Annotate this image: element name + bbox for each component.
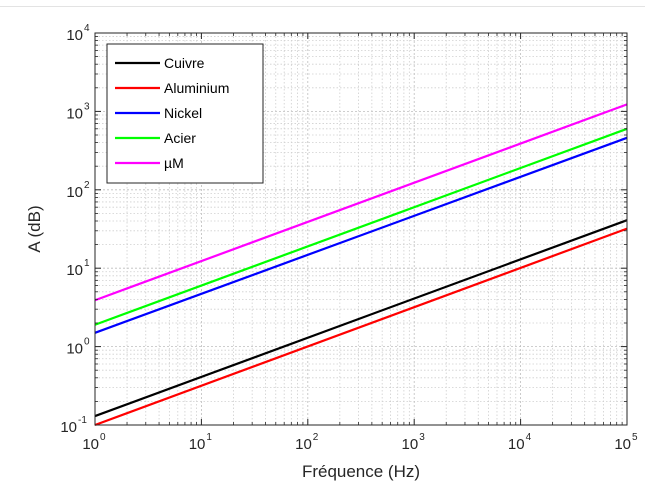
y-tick-exponent: -1 <box>78 415 87 426</box>
x-axis-label: Fréquence (Hz) <box>302 462 420 481</box>
legend: Cuivre Aluminium Nickel Acier µM <box>106 43 264 184</box>
x-tick-base: 10 <box>295 436 312 453</box>
series-line <box>94 103 628 302</box>
x-tick-exponent: 2 <box>313 432 319 443</box>
x-tick-exponent: 1 <box>206 432 212 443</box>
plot-frame <box>94 32 628 426</box>
legend-label: Cuivre <box>164 55 205 71</box>
x-tick-exponent: 4 <box>526 432 532 443</box>
x-tick-label: 10 2 <box>295 432 319 453</box>
legend-label: µM <box>164 155 184 171</box>
y-tick-exponent: 4 <box>84 23 90 34</box>
x-tick-base: 10 <box>614 436 631 453</box>
y-tick-label: 10 4 <box>66 23 90 44</box>
legend-label: Acier <box>164 130 196 146</box>
y-tick-base: 10 <box>60 419 77 436</box>
y-tick-label: 10 2 <box>66 180 90 201</box>
legend-item: Cuivre <box>115 55 205 71</box>
y-tick-label: 10 3 <box>66 101 90 122</box>
x-tick-base: 10 <box>402 436 419 453</box>
y-tick-base: 10 <box>66 105 83 122</box>
x-tick-label: 10 3 <box>402 432 426 453</box>
series-line <box>94 227 628 427</box>
y-tick-base: 10 <box>66 341 83 358</box>
x-tick-exponent: 3 <box>419 432 425 443</box>
x-tick-label: 10 0 <box>82 432 106 453</box>
y-tick-label: 10 1 <box>66 258 90 279</box>
y-tick-base: 10 <box>66 262 83 279</box>
y-axis-label: A (dB) <box>25 205 44 252</box>
series-line <box>94 136 628 334</box>
x-tick-label: 10 5 <box>614 432 638 453</box>
x-tick-label: 10 1 <box>189 432 213 453</box>
legend-item: Aluminium <box>115 80 229 96</box>
y-tick-exponent: 3 <box>84 101 90 112</box>
y-tick-label: 10 -1 <box>60 415 87 436</box>
x-tick-label: 10 4 <box>508 432 532 453</box>
series-layer <box>94 103 628 427</box>
y-tick-exponent: 1 <box>84 258 90 269</box>
x-tick-base: 10 <box>508 436 525 453</box>
series-line <box>94 219 628 418</box>
legend-item: µM <box>115 155 184 171</box>
legend-item: Acier <box>115 130 196 146</box>
y-tick-exponent: 0 <box>84 337 90 348</box>
y-tick-label: 10 0 <box>66 337 90 358</box>
legend-item: Nickel <box>115 105 202 121</box>
series-line <box>94 127 628 326</box>
x-tick-labels: 10 0 10 1 10 2 10 3 10 4 10 5 <box>82 432 638 453</box>
y-tick-exponent: 2 <box>84 180 90 191</box>
legend-label: Nickel <box>164 105 202 121</box>
x-tick-base: 10 <box>82 436 99 453</box>
legend-label: Aluminium <box>164 80 229 96</box>
x-tick-exponent: 0 <box>100 432 106 443</box>
x-tick-exponent: 5 <box>632 432 638 443</box>
y-tick-base: 10 <box>66 184 83 201</box>
x-tick-base: 10 <box>189 436 206 453</box>
tick-marks <box>94 32 628 426</box>
y-tick-base: 10 <box>66 27 83 44</box>
